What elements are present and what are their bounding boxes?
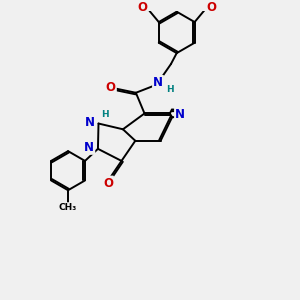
Text: N: N: [85, 116, 95, 129]
Text: CH₃: CH₃: [58, 203, 76, 212]
Text: H: H: [166, 85, 173, 94]
Text: N: N: [84, 141, 94, 154]
Text: N: N: [175, 108, 185, 121]
Text: N: N: [153, 76, 163, 89]
Text: H: H: [101, 110, 109, 119]
Text: O: O: [103, 176, 113, 190]
Text: O: O: [137, 1, 147, 13]
Text: O: O: [206, 1, 216, 13]
Text: O: O: [106, 80, 116, 94]
